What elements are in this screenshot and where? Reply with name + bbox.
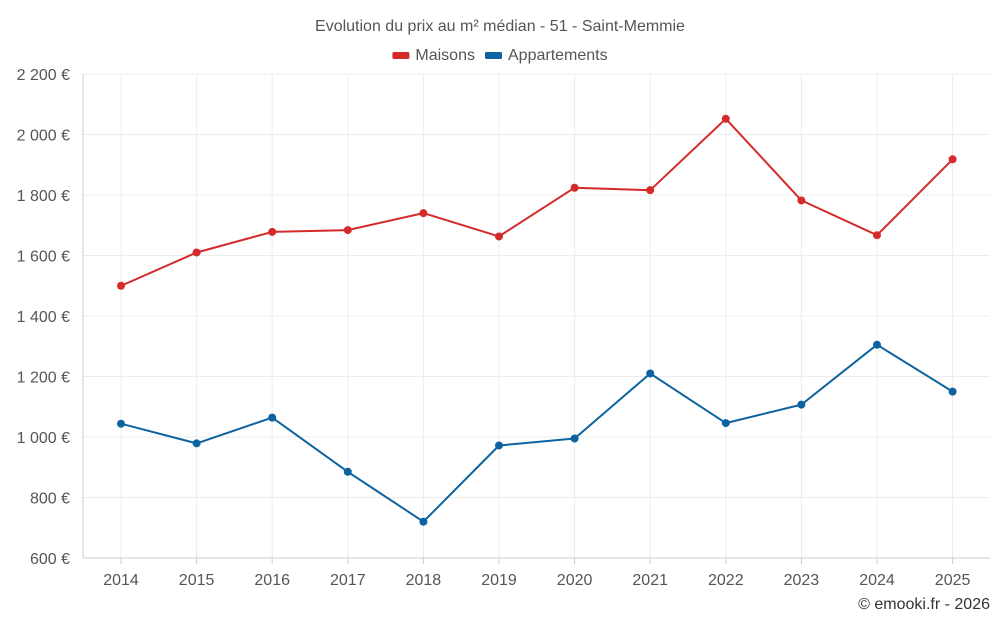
data-point-appartements[interactable] xyxy=(797,400,806,409)
data-point-maisons[interactable] xyxy=(192,248,201,257)
x-tick-label: 2014 xyxy=(103,572,139,589)
data-point-maisons[interactable] xyxy=(873,231,881,240)
data-point-maisons[interactable] xyxy=(797,196,806,205)
data-point-appartements[interactable] xyxy=(343,467,352,476)
series-lines xyxy=(120,117,954,523)
data-point-maisons[interactable] xyxy=(948,155,957,164)
y-axis-tick-labels: 600 € 800 € 1 000 € 1 200 € 1 400 € 1 600 € 1 … xyxy=(17,67,70,568)
legend-label-maisons: Maisons xyxy=(415,47,475,64)
data-point-maisons[interactable] xyxy=(721,114,730,123)
y-tick-label: 2 000 € xyxy=(17,128,70,145)
data-point-maisons[interactable] xyxy=(343,226,352,235)
data-point-appartements[interactable] xyxy=(117,419,125,428)
x-tick-label: 2016 xyxy=(254,572,290,589)
y-tick-label: 600 € xyxy=(30,551,70,568)
y-tick-label: 1 200 € xyxy=(17,370,70,387)
data-point-appartements[interactable] xyxy=(646,369,655,378)
x-tick-label: 2024 xyxy=(859,572,895,589)
x-tick-label: 2023 xyxy=(784,572,820,589)
x-tick-label: 2021 xyxy=(632,572,668,589)
data-point-appartements[interactable] xyxy=(721,419,730,428)
y-tick-label: 1 800 € xyxy=(17,188,70,205)
x-tick-label: 2018 xyxy=(406,572,442,589)
x-gridlines xyxy=(120,74,954,558)
legend-swatch-appartements xyxy=(485,52,502,59)
data-point-appartements[interactable] xyxy=(948,387,957,396)
x-axis-tick-labels: 2014 2015 2016 2017 2018 2019 2020 2021 2022 2023… xyxy=(103,572,970,589)
x-tick-label: 2017 xyxy=(330,572,366,589)
chart-title: Evolution du prix au m² médian - 51 - Sa… xyxy=(315,18,685,35)
legend-label-appartements: Appartements xyxy=(508,47,608,64)
x-tick-label: 2019 xyxy=(481,572,517,589)
legend-swatch-maisons xyxy=(392,52,410,59)
data-point-maisons[interactable] xyxy=(570,183,579,192)
data-point-appartements[interactable] xyxy=(419,517,428,526)
x-tick-label: 2015 xyxy=(179,572,215,589)
y-tick-label: 1 400 € xyxy=(17,309,70,326)
credit-text: © emooki.fr - 2026 xyxy=(858,596,990,613)
x-tick-label: 2025 xyxy=(935,572,971,589)
data-point-maisons[interactable] xyxy=(646,186,655,195)
data-point-appartements[interactable] xyxy=(873,340,881,349)
y-gridlines xyxy=(83,73,990,498)
y-tick-label: 2 200 € xyxy=(17,67,70,84)
data-point-maisons[interactable] xyxy=(268,227,277,236)
axes xyxy=(82,74,990,564)
legend: Maisons Appartements xyxy=(392,47,608,64)
y-tick-label: 1 000 € xyxy=(17,430,70,447)
data-point-maisons[interactable] xyxy=(419,209,428,218)
y-tick-label: 1 600 € xyxy=(17,249,70,266)
data-point-appartements[interactable] xyxy=(495,441,503,450)
series-line-appartements xyxy=(120,343,954,523)
x-tick-label: 2022 xyxy=(708,572,744,589)
data-point-appartements[interactable] xyxy=(192,439,201,448)
series-points xyxy=(117,114,957,526)
data-point-appartements[interactable] xyxy=(570,434,579,443)
series-line-maisons xyxy=(120,117,954,287)
data-point-appartements[interactable] xyxy=(268,413,277,422)
data-point-maisons[interactable] xyxy=(117,281,125,290)
legend-item-maisons[interactable]: Maisons xyxy=(392,47,475,64)
data-point-maisons[interactable] xyxy=(495,232,503,241)
x-tick-label: 2020 xyxy=(557,572,593,589)
legend-item-appartements[interactable]: Appartements xyxy=(485,47,608,64)
y-tick-label: 800 € xyxy=(30,491,70,508)
